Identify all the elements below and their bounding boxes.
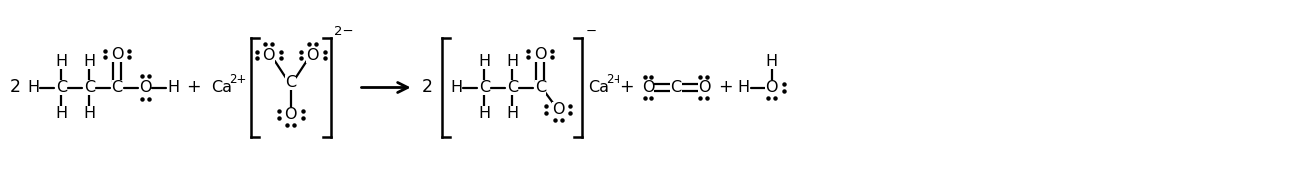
Text: H: H xyxy=(737,80,750,95)
Text: C: C xyxy=(534,80,546,95)
Text: C: C xyxy=(671,80,681,95)
Text: O: O xyxy=(307,48,318,62)
Text: C: C xyxy=(285,75,296,90)
Text: O: O xyxy=(766,80,777,95)
Text: H: H xyxy=(450,80,463,95)
Text: H: H xyxy=(55,54,68,69)
Text: O: O xyxy=(642,80,654,95)
Text: +: + xyxy=(619,79,633,96)
Text: C: C xyxy=(56,80,66,95)
Text: H: H xyxy=(83,106,95,121)
Text: Ca: Ca xyxy=(211,80,231,95)
Text: C: C xyxy=(507,80,517,95)
Text: O: O xyxy=(552,102,564,117)
Text: H: H xyxy=(27,80,39,95)
Text: H: H xyxy=(83,54,95,69)
Text: O: O xyxy=(139,80,151,95)
Text: C: C xyxy=(83,80,95,95)
Text: O: O xyxy=(285,107,296,122)
Text: O: O xyxy=(263,48,276,62)
Text: 2: 2 xyxy=(10,79,21,96)
Text: 2+: 2+ xyxy=(606,73,624,86)
Text: O: O xyxy=(698,80,710,95)
Text: 2: 2 xyxy=(422,79,433,96)
Text: C: C xyxy=(112,80,122,95)
Text: O: O xyxy=(534,47,546,62)
Text: C: C xyxy=(478,80,490,95)
Text: Ca: Ca xyxy=(588,80,610,95)
Text: H: H xyxy=(506,54,519,69)
Text: H: H xyxy=(166,80,179,95)
Text: H: H xyxy=(478,106,490,121)
Text: H: H xyxy=(766,54,777,69)
Text: H: H xyxy=(55,106,68,121)
Text: H: H xyxy=(506,106,519,121)
Text: +: + xyxy=(186,79,200,96)
Text: H: H xyxy=(478,54,490,69)
Text: O: O xyxy=(111,47,124,62)
Text: 2−: 2− xyxy=(334,25,354,38)
Text: −: − xyxy=(585,25,597,38)
Text: 2+: 2+ xyxy=(229,73,246,86)
Text: +: + xyxy=(719,79,733,96)
